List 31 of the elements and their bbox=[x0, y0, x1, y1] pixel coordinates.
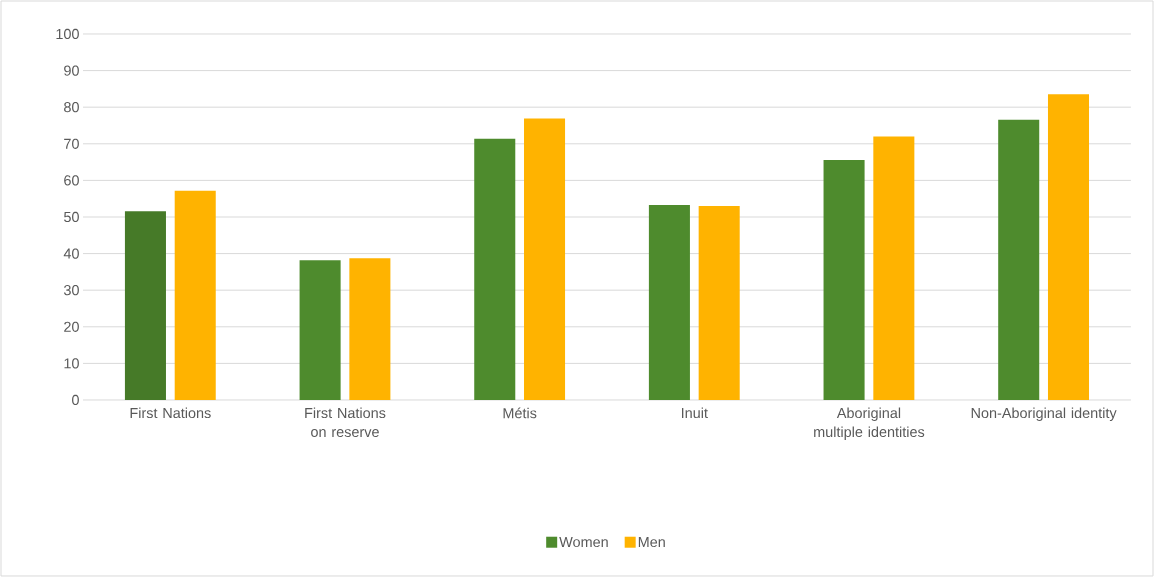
legend-label: Women bbox=[559, 537, 608, 548]
y-tick-label: 40 bbox=[63, 248, 79, 259]
y-tick-label: 20 bbox=[64, 321, 79, 332]
bar bbox=[524, 118, 566, 400]
bar bbox=[1047, 94, 1090, 400]
y-tick-label: 90 bbox=[64, 65, 79, 76]
y-tick-label: 0 bbox=[72, 394, 79, 406]
y-tick-label: 100 bbox=[56, 28, 79, 40]
bar bbox=[698, 206, 740, 400]
legend-label: Men bbox=[638, 537, 665, 548]
x-tick-label: First Nations on reserve bbox=[305, 407, 386, 438]
bar bbox=[349, 258, 391, 400]
x-tick-label: Aboriginal multiple identities bbox=[814, 407, 925, 440]
x-tick-label: Inuit bbox=[681, 407, 708, 419]
bar bbox=[124, 211, 166, 400]
bar bbox=[998, 119, 1040, 400]
bar bbox=[474, 138, 516, 400]
y-tick-label: 80 bbox=[64, 102, 79, 113]
y-tick-label: 10 bbox=[64, 358, 79, 369]
y-tick-label: 60 bbox=[64, 175, 79, 186]
bar bbox=[174, 190, 216, 400]
bar bbox=[648, 204, 690, 400]
y-tick-label: 70 bbox=[64, 138, 79, 149]
x-tick-label: First Nations bbox=[130, 407, 211, 419]
bar bbox=[873, 136, 915, 400]
x-tick-label: Métis bbox=[503, 407, 537, 419]
y-tick-label: 30 bbox=[63, 285, 79, 296]
x-tick-label: Non-Aboriginal identity bbox=[971, 407, 1117, 421]
bar bbox=[299, 260, 341, 400]
y-tick-label: 50 bbox=[64, 211, 79, 223]
bar bbox=[823, 159, 865, 400]
